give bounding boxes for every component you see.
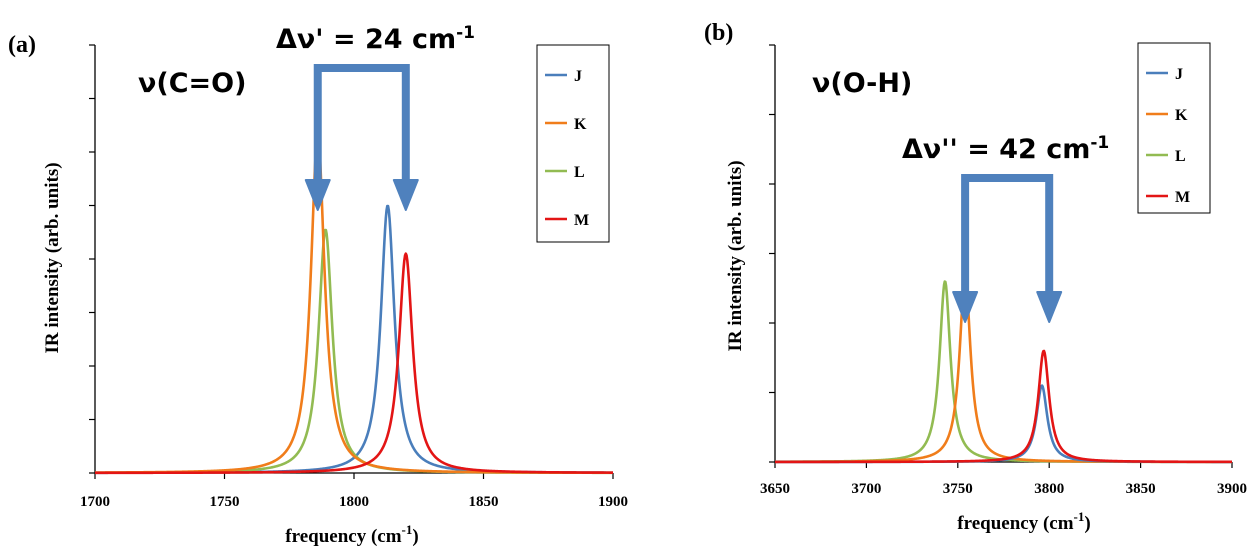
plot-layer: 1700 1750 1800 1850 1900 J K L M 3650 3700 3750 3800… — [80, 42, 1247, 510]
x-tick-label: 1750 — [210, 494, 240, 510]
x-tick-label: 3700 — [851, 481, 881, 497]
panel-b-annotation: Δν'' = 42 cm-1 — [902, 133, 1109, 165]
legend-label-L: L — [574, 164, 585, 181]
panel-a-plot: 1700 1750 1800 1850 1900 J K L M — [80, 44, 628, 510]
series-line-L — [94, 228, 614, 475]
panel-b-plot: 3650 3700 3750 3800 3850 3900 J K L M — [760, 42, 1247, 497]
x-tick-label: 1800 — [339, 494, 369, 510]
x-tick-label: 3800 — [1034, 481, 1064, 497]
x-tick-label: 3750 — [943, 481, 973, 497]
panel-a-xlabel: frequency (cm-1) — [285, 522, 418, 547]
panel-b-title: ν(O-H) — [812, 68, 912, 99]
legend-label-K: K — [1175, 107, 1188, 124]
legend-label-L: L — [1175, 148, 1186, 165]
legend: J K L M — [1137, 42, 1211, 214]
legend-box — [536, 44, 610, 243]
arrow-head — [304, 179, 331, 211]
series-line-J — [94, 204, 614, 475]
arrow-head — [952, 291, 979, 323]
panel-a-annotation: Δν' = 24 cm-1 — [276, 23, 475, 55]
x-tick-label: 3650 — [760, 481, 790, 497]
x-tick-label: 1900 — [598, 494, 628, 510]
series-line-K — [94, 131, 614, 475]
panel-b-xlabel: frequency (cm-1) — [957, 509, 1090, 534]
panel-a-ylabel: IR intensity (arb. units) — [42, 162, 63, 353]
x-tick-label: 3850 — [1126, 481, 1156, 497]
x-tick-label: 1700 — [80, 494, 110, 510]
panel-b-label: (b) — [704, 20, 733, 46]
legend: J K L M — [536, 44, 610, 243]
panel-b-ylabel: IR intensity (arb. units) — [725, 160, 746, 351]
legend-label-J: J — [1175, 66, 1183, 83]
arrow-bracket — [313, 64, 410, 180]
legend-label-J: J — [574, 68, 582, 85]
series-line-M — [94, 252, 614, 475]
x-tick-label: 1850 — [469, 494, 499, 510]
series-line-M — [774, 349, 1233, 464]
x-tick-label: 3900 — [1217, 481, 1247, 497]
arrow-head — [1036, 291, 1063, 323]
series-line-J — [774, 384, 1233, 464]
legend-label-M: M — [574, 212, 589, 229]
shift-arrow — [952, 174, 1063, 323]
shift-arrow — [304, 64, 419, 211]
series-line-L — [774, 280, 1233, 464]
legend-box — [1137, 42, 1211, 214]
arrow-bracket — [961, 174, 1054, 292]
legend-label-K: K — [574, 116, 587, 133]
arrow-head — [392, 179, 419, 211]
panel-a-label: (a) — [8, 32, 36, 58]
legend-label-M: M — [1175, 189, 1190, 206]
panel-a-title: ν(C=O) — [138, 68, 246, 99]
series-line-K — [774, 273, 1233, 464]
